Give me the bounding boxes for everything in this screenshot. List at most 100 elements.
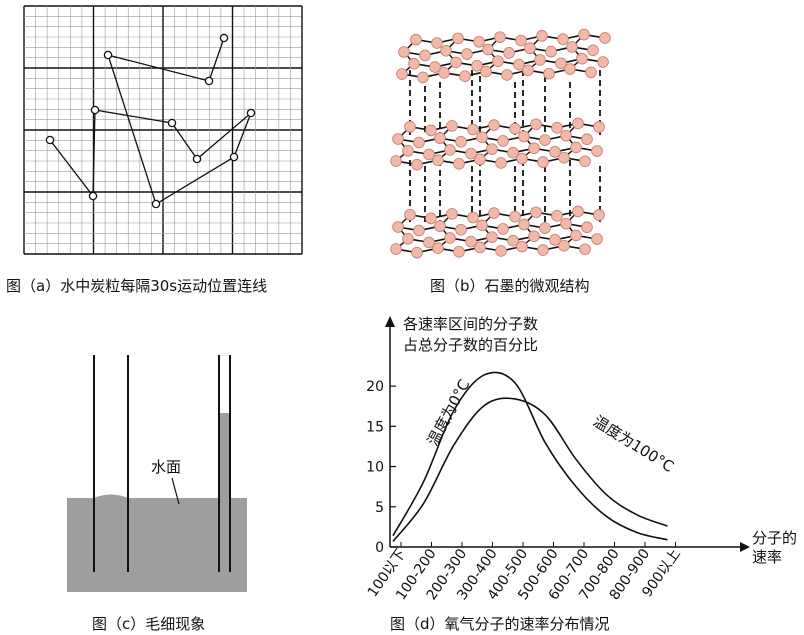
carbon-atom (507, 234, 519, 247)
particle-positions (45, 33, 256, 209)
carbon-atom (516, 152, 528, 165)
carbon-atom (419, 49, 431, 62)
carbon-atom (576, 52, 588, 65)
carbon-atom (474, 241, 486, 254)
y-axis-label-line2: 占总分子数的百分比 (403, 336, 538, 354)
curve-0c (392, 371, 668, 541)
carbon-atom (486, 143, 498, 155)
carbon-atom (434, 220, 446, 232)
carbon-atom (411, 246, 423, 259)
carbon-atom (404, 208, 416, 221)
x-ticks: 100以下100-200200-300300-400400-500500-600… (365, 542, 684, 603)
meniscus (94, 494, 128, 498)
carbon-atom (453, 157, 465, 170)
carbon-atom (537, 244, 549, 256)
carbon-atom (543, 67, 555, 80)
carbon-atom (515, 34, 527, 47)
curves (392, 371, 668, 542)
carbon-atom (453, 245, 465, 258)
carbon-atom (597, 56, 609, 68)
carbon-atom (392, 133, 404, 145)
carbon-atom (509, 122, 521, 135)
carbon-atom (438, 67, 450, 79)
carbon-atom (558, 239, 570, 252)
particle-position (219, 33, 229, 43)
carbon-atom (581, 221, 593, 234)
carbon-atom (476, 131, 488, 144)
x-axis-label-line2: 速率 (752, 548, 782, 566)
carbon-atom (587, 44, 599, 57)
carbon-atom (429, 61, 441, 73)
carbon-atom (476, 219, 488, 232)
carbon-atom (423, 148, 435, 161)
particle-position (88, 191, 98, 201)
carbon-atom (566, 41, 578, 53)
carbon-atom (560, 129, 572, 142)
carbon-atom (555, 57, 567, 70)
carbon-atom (390, 155, 402, 167)
carbon-atom (516, 240, 528, 253)
carbon-atom (558, 151, 570, 164)
carbon-atom (551, 210, 563, 222)
carbon-atom (518, 218, 530, 231)
carbon-atom (497, 223, 509, 235)
carbon-atom (471, 60, 483, 72)
carbon-atom (467, 123, 479, 136)
carbon-atom (585, 66, 597, 79)
carbon-atom (513, 58, 525, 71)
caption-b: 图（b）石墨的微观结构 (430, 277, 590, 295)
carbon-atom (551, 122, 563, 134)
carbon-atom (423, 236, 435, 249)
particle-position (45, 135, 55, 145)
carbon-atom (528, 142, 540, 155)
carbon-atom (488, 119, 500, 131)
carbon-atom (518, 130, 530, 143)
curve-label-0c: 温度为0°C (424, 376, 474, 448)
carbon-atom (537, 156, 549, 168)
carbon-atom (539, 134, 551, 146)
caption-d: 图（d）氧气分子的速率分布情况 (390, 615, 610, 633)
curve-label-100c: 温度为100°C (590, 412, 677, 476)
particle-position (90, 105, 100, 115)
carbon-atom (432, 242, 444, 255)
carbon-atom (444, 144, 456, 156)
carbon-atom (473, 35, 485, 48)
carbon-atom (404, 120, 416, 133)
carbon-atom (482, 43, 494, 56)
carbon-atom (599, 32, 611, 44)
carbon-atom (413, 136, 425, 149)
carbon-atom (480, 65, 492, 78)
carbon-atom (434, 132, 446, 144)
panel-c: 水面 图（c）毛细现象 (67, 355, 247, 633)
carbon-atom (467, 211, 479, 224)
x-axis-arrow (740, 542, 750, 552)
carbon-atom (486, 231, 498, 243)
y-axis-label-line1: 各速率区间的分子数 (403, 315, 538, 333)
carbon-atom (425, 212, 437, 225)
carbon-atom (465, 235, 477, 248)
particle-position (151, 199, 161, 209)
carbon-atom (425, 124, 437, 137)
carbon-atom (534, 54, 546, 66)
carbon-atom (402, 145, 414, 157)
carbon-atom (444, 232, 456, 244)
panel-a-grid (23, 5, 303, 255)
particle-position (204, 76, 214, 86)
carbon-atom (492, 55, 504, 67)
carbon-atom (446, 120, 458, 132)
caption-c: 图（c）毛细现象 (92, 615, 205, 633)
carbon-atom (509, 210, 521, 223)
carbon-atom (579, 243, 591, 256)
carbon-atom (560, 217, 572, 230)
carbon-atom (432, 154, 444, 167)
carbon-atom (398, 46, 410, 58)
water-label-pointer (171, 477, 180, 505)
y-tick-label: 10 (366, 460, 384, 476)
carbon-atom (392, 221, 404, 233)
carbon-atom (402, 233, 414, 245)
carbon-atom (530, 206, 542, 219)
particle-position (246, 108, 256, 118)
carbon-atom (431, 37, 443, 49)
carbon-atom (570, 229, 582, 242)
